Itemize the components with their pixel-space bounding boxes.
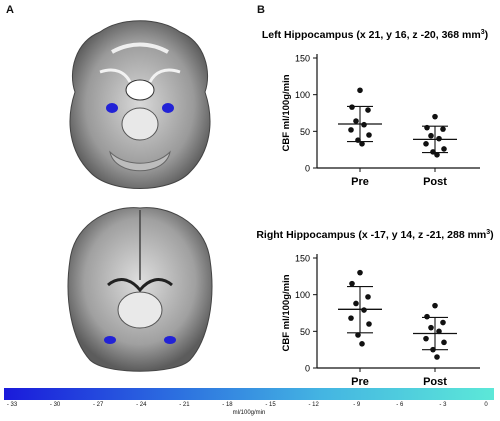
data-point — [361, 121, 367, 128]
y-tick-label: 0 — [305, 364, 310, 374]
y-tick-label: 150 — [295, 54, 310, 64]
coronal-brain-slice — [67, 207, 213, 372]
y-tick-label: 100 — [295, 290, 310, 300]
data-point — [361, 307, 367, 313]
data-point — [348, 127, 354, 133]
data-point — [359, 141, 365, 147]
data-point — [441, 146, 447, 152]
colorbar-tick: 0 — [484, 402, 488, 408]
data-point — [353, 118, 359, 124]
x-tick-label: Post — [423, 376, 447, 388]
right-hippocampus-highlight-coronal — [164, 336, 176, 344]
data-point — [349, 280, 355, 287]
colorbar-tick: - 6 — [396, 402, 404, 408]
data-point — [349, 104, 355, 110]
data-point — [432, 302, 438, 309]
colorbar: - 33- 30- 27- 24- 21- 18- 15- 12- 9- 6- … — [4, 388, 494, 418]
colorbar-tick: - 12 — [308, 402, 319, 408]
right-hippocampus-highlight — [162, 103, 174, 113]
data-point — [366, 321, 372, 327]
data-point — [436, 135, 442, 142]
left-hippocampus-highlight — [106, 103, 118, 113]
data-point — [366, 132, 372, 138]
panel-label-b: B — [257, 4, 265, 16]
data-point — [428, 324, 434, 331]
y-tick-label: 50 — [300, 127, 310, 137]
y-axis-label: CBF ml/100g/min — [281, 274, 292, 351]
colorbar-tick: - 33 — [6, 402, 18, 408]
data-point — [355, 332, 361, 338]
data-point — [348, 315, 354, 321]
y-axis-label: CBF ml/100g/min — [281, 74, 292, 151]
colorbar-tick: - 9 — [353, 402, 361, 408]
data-point — [441, 339, 447, 346]
y-tick-label: 150 — [295, 254, 310, 264]
colorbar-unit: ml/100g/min — [232, 410, 266, 416]
data-point — [434, 152, 440, 158]
colorbar-tick: - 18 — [222, 402, 233, 408]
data-point — [365, 107, 371, 113]
data-point — [428, 132, 434, 139]
data-point — [434, 354, 440, 360]
x-tick-label: Pre — [351, 176, 369, 188]
colorbar-tick: - 3 — [439, 402, 447, 408]
data-point — [353, 300, 359, 307]
data-point — [424, 313, 430, 320]
data-point — [430, 149, 436, 155]
left-hippocampus-chart: Left Hippocampus (x 21, y 16, z -20, 368… — [262, 29, 488, 188]
colorbar-tick: - 27 — [93, 402, 104, 408]
axial-brain-slice — [69, 20, 211, 189]
data-point — [436, 328, 442, 335]
data-point — [423, 141, 429, 147]
y-tick-label: 100 — [295, 90, 310, 100]
data-point — [440, 319, 446, 326]
x-tick-label: Post — [423, 176, 447, 188]
x-tick-label: Pre — [351, 376, 369, 388]
right-hippocampus-chart: Right Hippocampus (x -17, y 14, z -21, 2… — [256, 229, 493, 388]
data-point — [359, 341, 365, 347]
data-point — [432, 113, 438, 120]
colorbar-tick: - 21 — [179, 402, 190, 408]
colorbar-tick: - 24 — [136, 402, 147, 408]
data-point — [357, 269, 363, 276]
y-tick-label: 0 — [305, 164, 310, 174]
y-tick-label: 50 — [300, 327, 310, 337]
left-hippocampus-highlight-coronal — [104, 336, 116, 344]
chart-title: Right Hippocampus (x -17, y 14, z -21, 2… — [256, 229, 493, 241]
chart-title: Left Hippocampus (x 21, y 16, z -20, 368… — [262, 29, 488, 41]
data-point — [440, 126, 446, 132]
data-point — [423, 335, 429, 342]
colorbar-tick: - 30 — [49, 402, 61, 408]
data-point — [357, 87, 363, 94]
panel-label-a: A — [6, 4, 14, 16]
colorbar-tick: - 15 — [265, 402, 276, 408]
data-point — [365, 294, 371, 300]
colorbar-gradient — [4, 388, 494, 400]
